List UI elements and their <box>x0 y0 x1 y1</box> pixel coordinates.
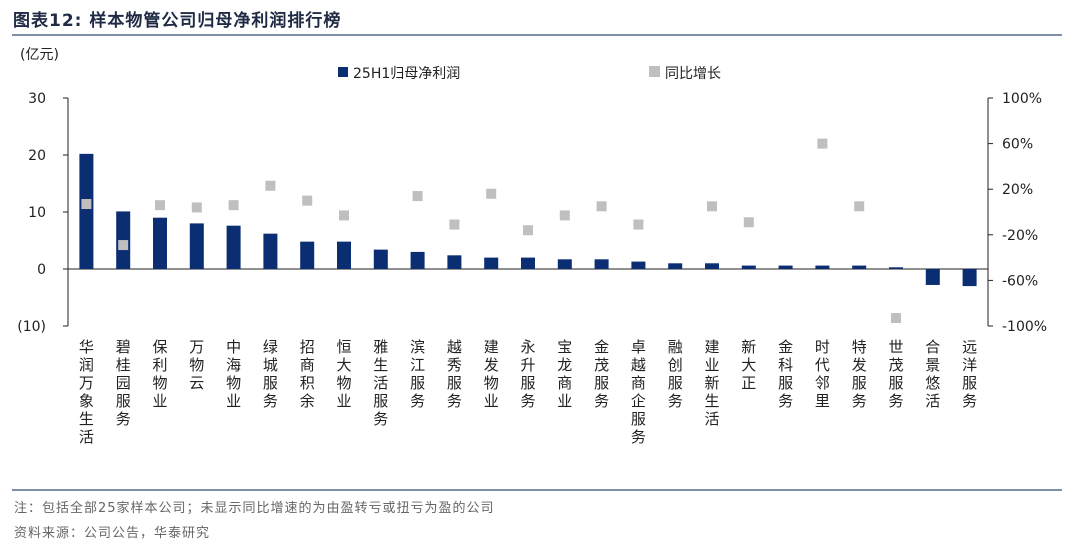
left-tick-label: 10 <box>28 205 46 221</box>
profit-chart: 25H1归母净利润 同比增长 30 20 10 0 (10) 100% 60% 20% -20%… <box>17 65 1047 446</box>
category-labels: 华润万象生活 碧桂园服务 保利物业 万物云 中海物业 绿城服务 招商积余 恒大物业 雅生活服务 滨… <box>79 338 977 446</box>
category-label: 滨江服务 <box>410 338 425 410</box>
category-label: 招商积余 <box>300 338 315 410</box>
category-label: 碧桂园服务 <box>116 338 131 428</box>
growth-marker <box>412 191 423 202</box>
category-label: 中海物业 <box>226 338 241 410</box>
profit-bar <box>410 251 425 269</box>
profit-bar <box>741 265 756 269</box>
growth-marker <box>118 240 129 251</box>
profit-bar <box>631 261 646 269</box>
bar-series <box>79 153 977 287</box>
profit-bar <box>337 241 351 269</box>
profit-bar <box>852 265 867 269</box>
figure-title: 图表12: 样本物管公司归母净利润排行榜 <box>13 11 342 31</box>
category-label: 雅生活服务 <box>373 338 388 428</box>
profit-bar <box>889 267 903 269</box>
category-label: 华润万象生活 <box>79 338 94 446</box>
category-label: 永升服务 <box>520 338 535 410</box>
right-tick-label: -60% <box>1002 273 1038 289</box>
growth-marker <box>449 219 460 230</box>
profit-bar <box>557 259 572 269</box>
profit-bar <box>705 263 719 269</box>
growth-marker <box>265 180 276 191</box>
footer-rule <box>12 489 1062 491</box>
category-label: 特发服务 <box>852 338 867 410</box>
title-rule <box>12 34 1062 36</box>
growth-series <box>81 138 901 324</box>
growth-marker <box>707 201 717 212</box>
profit-bar <box>153 217 167 269</box>
growth-marker <box>854 201 865 212</box>
growth-marker <box>228 200 239 211</box>
right-tick-label: 60% <box>1002 137 1033 153</box>
right-tick-label: -20% <box>1002 228 1038 244</box>
profit-bar <box>815 265 830 269</box>
category-label: 绿城服务 <box>263 338 278 410</box>
category-label: 金科服务 <box>778 338 793 410</box>
right-tick-label: 20% <box>1002 182 1033 198</box>
category-label: 远洋服务 <box>962 338 977 410</box>
growth-marker <box>339 210 349 221</box>
chart-legend: 25H1归母净利润 同比增长 <box>338 65 721 82</box>
profit-bar <box>594 259 609 269</box>
profit-bar <box>447 255 462 269</box>
category-label: 新大正 <box>741 338 756 392</box>
growth-marker <box>191 202 202 213</box>
category-label: 融创服务 <box>668 338 683 410</box>
profit-bar <box>484 257 499 269</box>
legend-bar-swatch <box>338 67 348 77</box>
legend-marker-label: 同比增长 <box>665 66 721 82</box>
growth-marker <box>81 199 92 210</box>
right-tick-label: 100% <box>1002 91 1042 107</box>
growth-marker <box>743 217 754 228</box>
category-label: 保利物业 <box>152 338 167 410</box>
source-note: 资料来源：公司公告，华泰研究 <box>14 526 211 541</box>
category-label: 时代邻里 <box>815 338 830 410</box>
category-label: 建发物业 <box>484 338 499 410</box>
profit-bar <box>79 153 94 269</box>
left-tick-label: (10) <box>17 319 46 335</box>
right-tick-label: -100% <box>1002 319 1047 335</box>
category-label: 宝龙商业 <box>557 338 572 410</box>
profit-bar <box>962 269 977 287</box>
left-tick-label: 20 <box>28 148 46 164</box>
category-label: 世茂服务 <box>888 338 903 410</box>
left-tick-label: 30 <box>28 91 46 107</box>
legend-bar-label: 25H1归母净利润 <box>353 65 460 82</box>
profit-bar <box>778 265 793 269</box>
footnote: 注：包括全部25家样本公司；未显示同比增速的为由盈转亏或扭亏为盈的公司 <box>14 501 495 516</box>
category-label: 越秀服务 <box>447 338 462 410</box>
profit-bar <box>263 233 278 269</box>
category-label: 金茂服务 <box>594 338 609 410</box>
profit-bar <box>521 257 535 269</box>
profit-bar <box>226 225 241 269</box>
left-tick-label: 0 <box>37 262 46 278</box>
category-label: 建业新生活 <box>704 338 719 428</box>
growth-marker <box>596 201 607 212</box>
profit-bar <box>300 241 315 269</box>
growth-marker <box>486 188 497 199</box>
growth-marker <box>559 210 570 221</box>
growth-marker <box>523 225 533 236</box>
growth-marker <box>817 138 828 149</box>
category-label: 合景悠活 <box>925 338 940 410</box>
growth-marker <box>302 195 313 206</box>
growth-marker <box>633 219 644 230</box>
category-label: 万物云 <box>189 338 204 392</box>
profit-bar <box>925 269 940 285</box>
growth-marker <box>155 200 165 211</box>
growth-marker <box>891 313 901 324</box>
profit-bar <box>668 263 683 269</box>
category-label: 恒大物业 <box>336 338 351 410</box>
category-label: 卓越商企服务 <box>631 338 646 446</box>
profit-bar <box>373 249 388 269</box>
legend-marker-swatch <box>649 66 660 77</box>
chart-axes: 30 20 10 0 (10) 100% 60% 20% -20% -60% -100% <box>17 91 1047 335</box>
profit-bar <box>189 223 204 269</box>
left-axis-unit: (亿元) <box>20 47 59 63</box>
